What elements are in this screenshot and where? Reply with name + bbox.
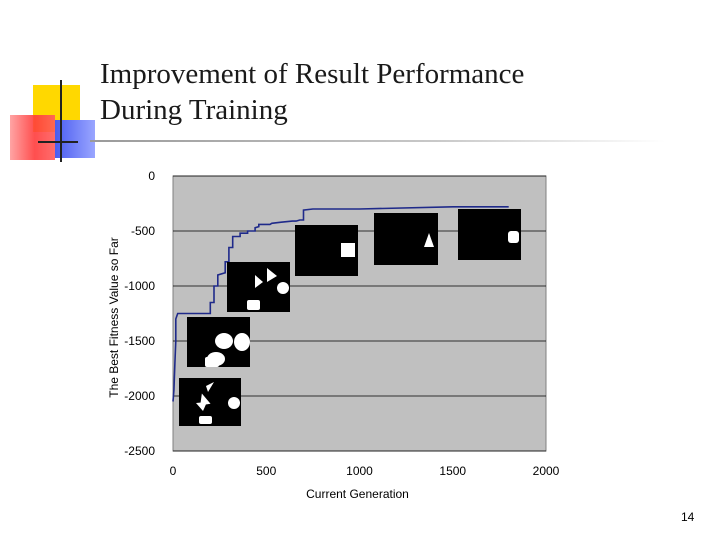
solution-thumbnail [187, 317, 250, 367]
y-tick-label: -2500 [124, 444, 155, 458]
y-tick-label: -500 [131, 224, 155, 238]
y-tick-label: 0 [148, 169, 155, 183]
x-tick-label: 1000 [346, 464, 373, 478]
x-tick-label: 1500 [439, 464, 466, 478]
x-tick-label: 2000 [533, 464, 560, 478]
x-tick-label: 0 [170, 464, 177, 478]
series-line [172, 206, 509, 402]
solution-thumbnails [179, 209, 521, 426]
slide-title-line-2: During Training [100, 94, 288, 126]
solution-thumbnail [458, 209, 521, 260]
solution-thumbnail [179, 378, 241, 426]
y-tick-label: -1000 [124, 279, 155, 293]
y-axis-label: The Best Fitness Value so Far [107, 237, 121, 398]
decor-red-square [10, 115, 55, 160]
x-tick-label: 500 [256, 464, 276, 478]
page-number: 14 [681, 510, 695, 524]
y-tick-label: -1500 [124, 334, 155, 348]
y-tick-label: -2000 [124, 389, 155, 403]
title-rule [90, 140, 665, 142]
decor-horizontal-line [38, 141, 78, 143]
x-axis-label: Current Generation [306, 487, 409, 501]
slide-title-line-1: Improvement of Result Performance [100, 58, 525, 90]
solution-thumbnail [295, 225, 358, 276]
solution-thumbnail [374, 213, 438, 265]
solution-thumbnail [227, 262, 290, 312]
decor-vertical-line [60, 80, 62, 162]
slide-title: Improvement of Result Performance During… [100, 56, 524, 128]
